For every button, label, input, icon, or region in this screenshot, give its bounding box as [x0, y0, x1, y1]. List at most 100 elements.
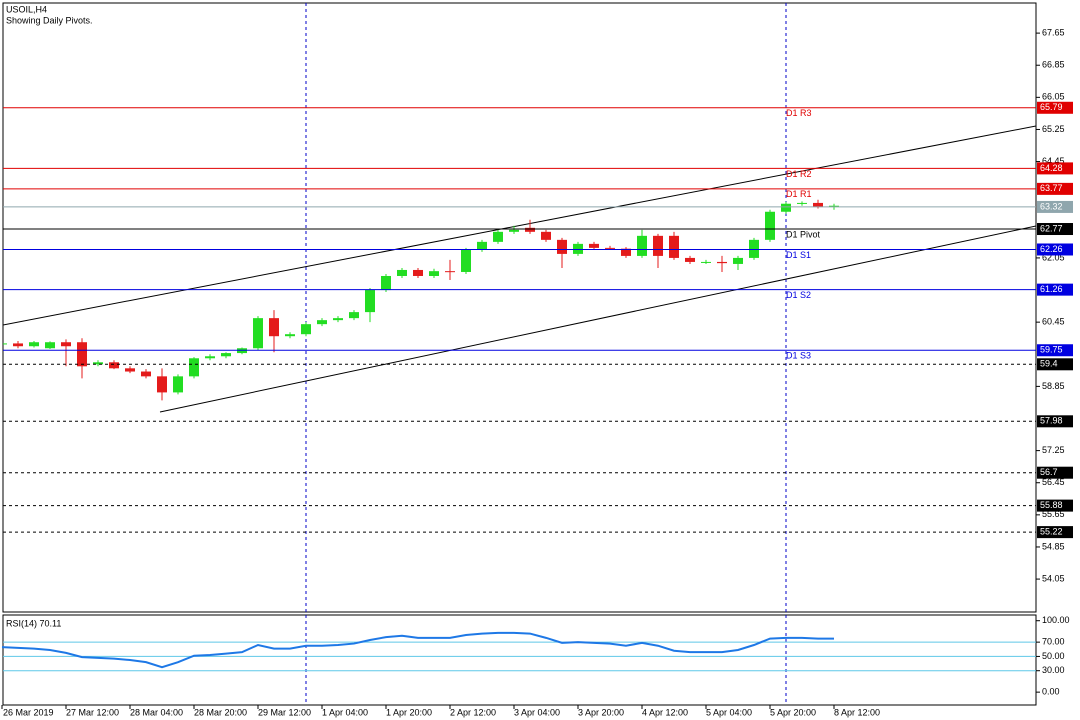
pivot-name: D1 Pivot	[786, 229, 821, 239]
y-tick-label: 62.05	[1042, 252, 1065, 262]
y-tick-label: 50.00	[1042, 651, 1065, 661]
y-tick-label: 58.85	[1042, 381, 1065, 391]
candle-body	[13, 343, 23, 347]
candle-body	[413, 269, 423, 276]
y-tick-label: 56.45	[1042, 477, 1065, 487]
y-tick-label: 66.05	[1042, 92, 1065, 102]
y-tick-label: 57.25	[1042, 445, 1065, 455]
candle-body	[445, 271, 455, 273]
pivot-price-box	[1037, 182, 1073, 195]
x-tick-label: 28 Mar 04:00	[130, 707, 183, 717]
candle-body	[733, 257, 743, 264]
candle-body	[717, 261, 727, 264]
candle-body	[61, 342, 71, 347]
candle-body	[189, 358, 199, 377]
x-tick-label: 1 Apr 04:00	[322, 707, 368, 717]
candle-body	[685, 257, 695, 262]
pivot-name: D1 S3	[786, 351, 811, 361]
candle-body	[285, 334, 295, 337]
last-price-label: 63.32	[1040, 201, 1063, 211]
x-tick-label: 4 Apr 12:00	[642, 707, 688, 717]
candle-body	[317, 320, 327, 325]
y-tick-label: 67.65	[1042, 27, 1065, 37]
x-tick-label: 5 Apr 04:00	[706, 707, 752, 717]
candle-body	[541, 231, 551, 240]
candle-body	[605, 247, 615, 249]
plot-area	[3, 199, 839, 401]
y-tick-label: 66.85	[1042, 60, 1065, 70]
x-tick-label: 2 Apr 12:00	[450, 707, 496, 717]
level-label: 57.98	[1040, 416, 1063, 426]
candle-body	[621, 248, 631, 256]
level-box	[1037, 499, 1073, 512]
candle-body	[749, 239, 759, 258]
y-tick-label: 30.00	[1042, 665, 1065, 675]
candle-body	[301, 324, 311, 335]
candle-body	[589, 243, 599, 248]
x-tick-label: 3 Apr 04:00	[514, 707, 560, 717]
y-tick-label: 54.85	[1042, 541, 1065, 551]
level-box	[1037, 415, 1073, 428]
y-tick-label: 0.00	[1042, 687, 1060, 697]
candle-body	[205, 356, 215, 359]
x-tick-label: 1 Apr 20:00	[386, 707, 432, 717]
x-tick-label: 28 Mar 20:00	[194, 707, 247, 717]
pivot-price-box	[1037, 223, 1073, 236]
level-label: 55.22	[1040, 526, 1063, 536]
level-box	[1037, 526, 1073, 539]
y-tick-label: 70.00	[1042, 637, 1065, 647]
candle-body	[493, 231, 503, 242]
x-tick-label: 3 Apr 20:00	[578, 707, 624, 717]
candle-body	[381, 275, 391, 291]
candle-body	[269, 318, 279, 337]
candle-body	[45, 342, 55, 349]
candle-body	[221, 353, 231, 357]
pivot-name: D1 S2	[786, 290, 811, 300]
main-frame	[2, 2, 1037, 613]
channel-line	[159, 225, 1036, 413]
candle-body	[557, 239, 567, 254]
candle-body	[701, 261, 711, 263]
pivot-name: D1 S1	[786, 250, 811, 260]
candle-body	[333, 318, 343, 321]
candle-body	[29, 342, 39, 347]
candle-body	[477, 241, 487, 250]
candle-body	[93, 362, 103, 365]
level-box	[1037, 466, 1073, 479]
pivot-price-label: 62.26	[1040, 244, 1063, 254]
candle-body	[141, 371, 151, 377]
candle-body	[253, 318, 263, 349]
y-tick-label: 100.00	[1042, 615, 1070, 625]
y-tick-label: 54.05	[1042, 573, 1065, 583]
y-tick-label: 60.45	[1042, 317, 1065, 327]
pivot-price-box	[1037, 243, 1073, 256]
level-label: 56.7	[1040, 467, 1058, 477]
chart-title: USOIL,H4	[6, 4, 47, 14]
rsi-title: RSI(14) 70.11	[6, 618, 61, 628]
level-label: 59.4	[1040, 359, 1058, 369]
candle-body	[829, 205, 839, 207]
y-tick-label: 64.45	[1042, 156, 1065, 166]
pivot-name: D1 R1	[786, 189, 812, 199]
pivot-price-box	[1037, 162, 1073, 175]
level-box	[1037, 358, 1073, 371]
rsi-line	[1, 631, 834, 669]
pivot-name: D1 R3	[786, 108, 812, 118]
last-price-box	[1037, 200, 1073, 213]
candle-body	[365, 290, 375, 313]
x-tick-label: 27 Mar 12:00	[66, 707, 119, 717]
candle-body	[781, 203, 791, 212]
candle-body	[813, 202, 823, 207]
chart-subtitle: Showing Daily Pivots.	[6, 15, 93, 25]
pivot-price-box	[1037, 344, 1073, 357]
x-tick-label: 8 Apr 12:00	[834, 707, 880, 717]
candle-body	[797, 202, 807, 204]
candle-body	[765, 211, 775, 240]
channel-line	[3, 125, 1036, 326]
candle-body	[637, 235, 647, 256]
candle-body	[397, 269, 407, 276]
x-tick-label: 26 Mar 2019	[3, 707, 54, 717]
candle-body	[669, 235, 679, 258]
pivot-price-label: 59.75	[1040, 345, 1063, 355]
